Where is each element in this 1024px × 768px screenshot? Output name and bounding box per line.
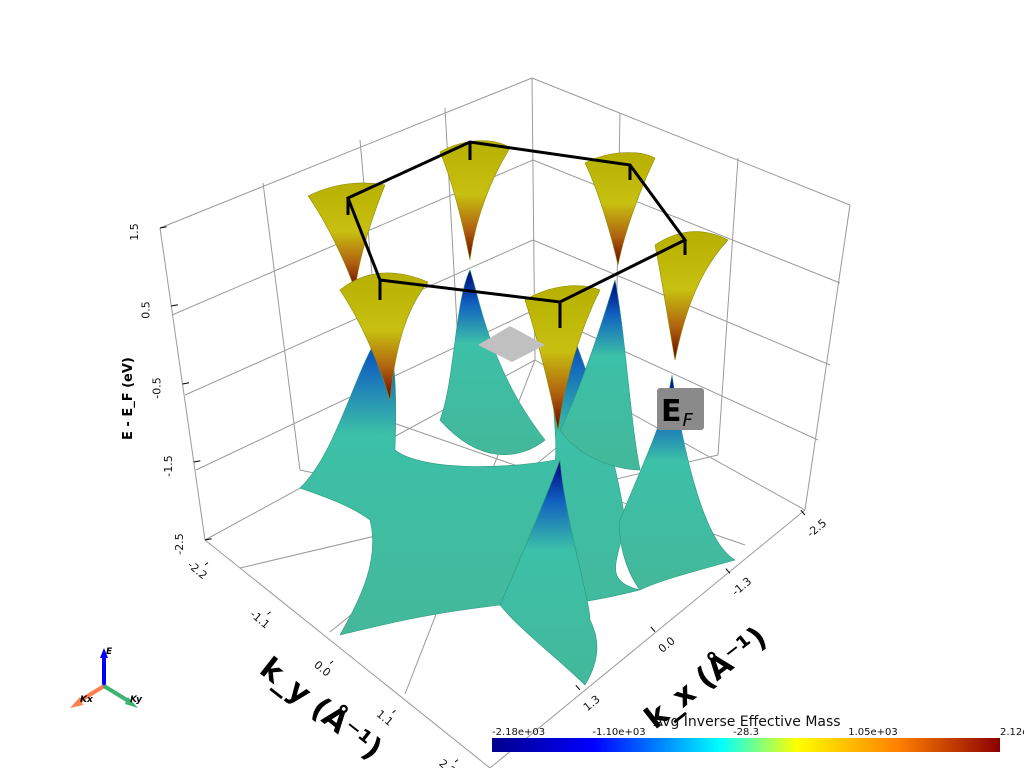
brillouin-zone-outline [346,140,688,328]
y-axis-tick-label: -2.2 [185,558,210,582]
y-axis-tick-label: -1.1 [247,608,272,632]
y-axis-tick-mark [204,562,209,566]
colorbar-title: Avg Inverse Effective Mass [653,714,840,730]
upper-band-cone [307,182,386,291]
fermi-subscript: F [683,410,694,431]
y-axis-tick-mark [392,709,396,714]
y-axis-tick-mark [267,611,271,615]
grid-line [717,157,739,456]
y-axis-tick-label: 2.2 [436,757,458,768]
colorbar: Avg Inverse Effective Mass -2.18e+03 -1.1… [492,714,1024,752]
y-axis-tick-mark [329,660,334,664]
colorbar-ticks: -2.18e+03 -1.10e+03 -28.3 1.05e+03 2.12e [492,727,1024,738]
fermi-plane-marker [478,326,545,362]
x-axis-tick-label: 1.3 [581,693,603,714]
x-axis-tick-mark [725,568,731,574]
colorbar-tick-label: 2.12e [1000,727,1024,738]
colorbar-tick-label: -28.3 [733,727,759,738]
upper-band-cone [654,231,729,361]
fermi-label-badge: EF [657,388,704,431]
orientation-axes-widget: E Kx Ky [70,647,143,708]
svg-text:EF: EF [661,394,694,431]
lower-band-funnel [559,279,641,471]
colorbar-gradient-bar [492,738,1000,752]
grid-line [262,182,301,471]
orientation-right-label: Ky [130,695,143,705]
orientation-left-label: Kx [80,695,94,705]
grid-line [489,509,806,768]
x-axis-tick-label: 0.0 [656,634,678,655]
z-axis-tick-mark [159,226,167,229]
grid-line [532,159,841,284]
x-axis-tick-mark [575,684,581,691]
z-axis-tick-label: 1.5 [128,223,141,241]
grid-line [204,539,491,768]
colorbar-tick-label: -2.18e+03 [492,727,545,738]
colorbar-tick-label: -1.10e+03 [592,727,645,738]
upper-band-surface [307,140,729,431]
colorbar-tick-label: 1.05e+03 [848,727,898,738]
fermi-label: E [661,394,682,429]
z-axis-ticks: -2.5 -1.5 -0.5 0.5 1.5 [128,223,212,555]
x-axis-tick-mark [800,509,806,516]
y-axis-tick-mark [454,759,459,763]
y-axis-tick-label: 1.1 [374,707,396,728]
z-axis-tick-label: -0.5 [151,377,164,398]
upper-band-cone [584,152,656,266]
z-axis-tick-label: -2.5 [173,533,186,554]
upper-band-cone [439,140,511,261]
z-axis-tick-mark [193,460,201,463]
x-axis-tick-label: -2.5 [804,516,829,540]
x-axis-tick-label: -1.3 [729,575,754,599]
z-axis-tick-mark [182,382,190,385]
x-axis-tick-mark [650,626,656,632]
grid-line [531,77,851,206]
grid-line [804,204,851,511]
z-axis-tick-label: -1.5 [162,455,175,476]
z-axis-tick-mark [171,304,178,307]
upper-band-cone [524,285,601,431]
lower-band-funnel [439,269,546,455]
orientation-up-label: E [106,647,113,657]
y-axis-tick-label: 0.0 [311,658,333,679]
upper-band-cone [339,272,429,401]
z-axis-tick-label: 0.5 [139,301,152,319]
z-axis-tick-mark [204,538,212,541]
z-axis-title: E - E_F (eV) [121,357,136,440]
lower-band-funnel [499,459,598,686]
grid-line [159,77,533,229]
